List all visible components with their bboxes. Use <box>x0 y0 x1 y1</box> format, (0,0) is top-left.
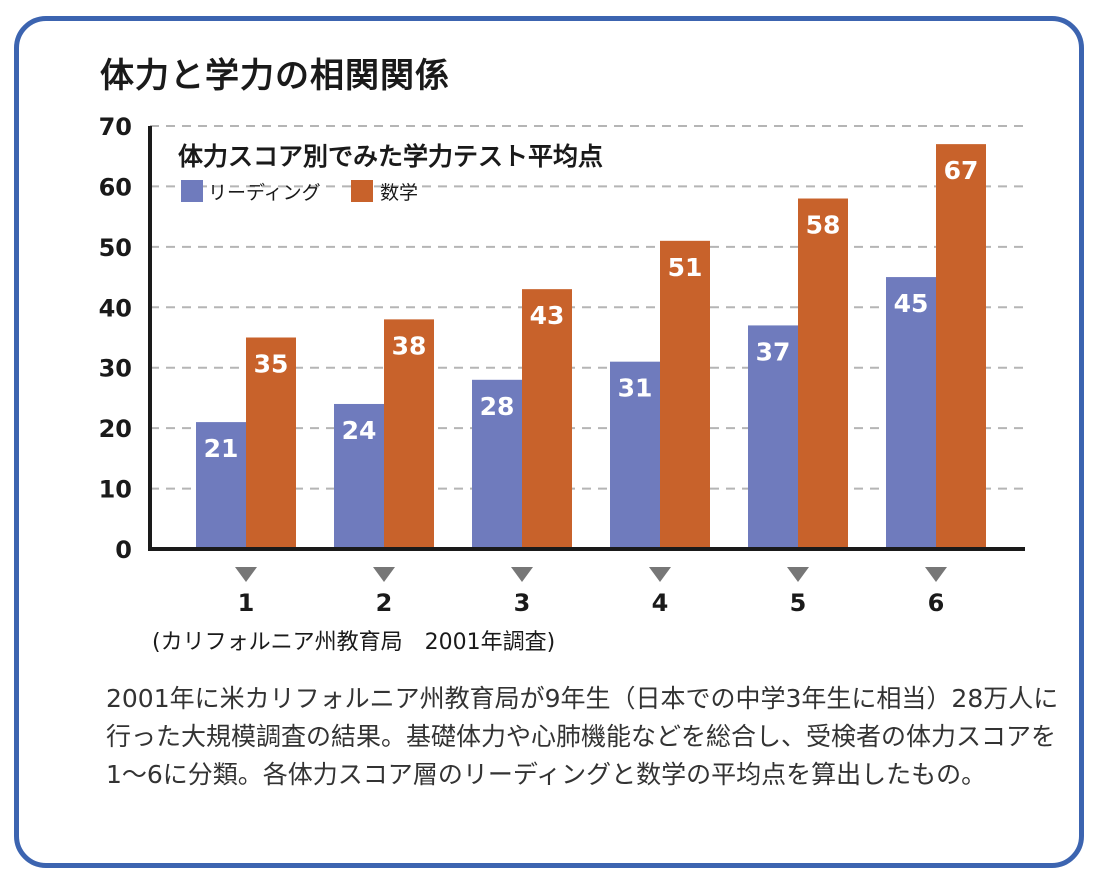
x-tick-marker-icon <box>787 567 809 582</box>
bar-math <box>936 144 986 549</box>
description-text: 2001年に米カリフォルニア州教育局が9年生（日本での中学3年生に相当）28万人… <box>106 684 1059 789</box>
y-tick-label: 70 <box>99 113 132 141</box>
bar-value-label: 43 <box>530 301 565 330</box>
bar-value-label: 45 <box>894 289 929 318</box>
legend-label-math: 数学 <box>380 182 418 204</box>
x-tick-label: 4 <box>652 589 669 617</box>
axes <box>148 126 1025 551</box>
bar-math <box>384 319 434 549</box>
bar-math <box>798 198 848 549</box>
bar-reading <box>610 361 660 549</box>
bar-value-label: 67 <box>944 156 979 185</box>
x-tick-marker-icon <box>925 567 947 582</box>
bars: 21 35 24 38 28 43 31 51 37 58 45 67 <box>196 144 986 550</box>
bar-reading <box>472 379 522 549</box>
bar-math <box>660 240 710 550</box>
x-tick-label: 3 <box>514 589 531 617</box>
page-title: 体力と学力の相関関係 <box>100 56 450 96</box>
x-tick-label: 5 <box>790 589 807 617</box>
x-tick-marker-icon <box>235 567 257 582</box>
bar-reading <box>886 277 936 549</box>
source-note: (カリフォルニア州教育局 2001年調査) <box>152 630 556 655</box>
bar-value-label: 38 <box>392 331 427 360</box>
bar-value-label: 37 <box>756 337 791 366</box>
bar-value-label: 21 <box>204 434 239 463</box>
bar-math <box>246 337 296 549</box>
x-tick-label: 2 <box>376 589 393 617</box>
legend-swatch-math <box>351 180 373 202</box>
x-tick-label: 1 <box>238 589 255 617</box>
y-tick-label: 50 <box>99 234 132 262</box>
chart-title: 体力スコア別でみた学力テスト平均点 <box>178 142 603 171</box>
bar-reading <box>334 403 384 549</box>
x-tick-marker-icon <box>511 567 533 582</box>
bar-value-label: 24 <box>342 416 377 445</box>
bar-value-label: 35 <box>254 350 289 379</box>
x-axis-ticks: 1 2 3 4 5 6 <box>235 567 947 617</box>
x-tick-marker-icon <box>649 567 671 582</box>
bar-value-label: 31 <box>618 374 653 403</box>
bar-value-label: 28 <box>480 392 515 421</box>
x-tick-marker-icon <box>373 567 395 582</box>
legend-label-reading: リーディング <box>208 182 321 204</box>
legend: リーディング 数学 <box>181 180 418 204</box>
x-tick-label: 6 <box>928 589 945 617</box>
bar-math <box>522 289 572 549</box>
y-tick-label: 20 <box>99 415 132 443</box>
bar-value-label: 51 <box>668 253 703 282</box>
y-tick-label: 60 <box>99 173 132 201</box>
bar-reading <box>748 325 798 549</box>
y-tick-label: 0 <box>115 536 132 564</box>
y-tick-label: 30 <box>99 355 132 383</box>
legend-swatch-reading <box>181 180 203 202</box>
y-tick-label: 10 <box>99 476 132 504</box>
y-axis-ticks: 0 10 20 30 40 50 60 70 <box>99 113 132 564</box>
bar-reading <box>196 422 246 549</box>
y-tick-label: 40 <box>99 294 132 322</box>
bar-value-label: 58 <box>806 211 841 240</box>
